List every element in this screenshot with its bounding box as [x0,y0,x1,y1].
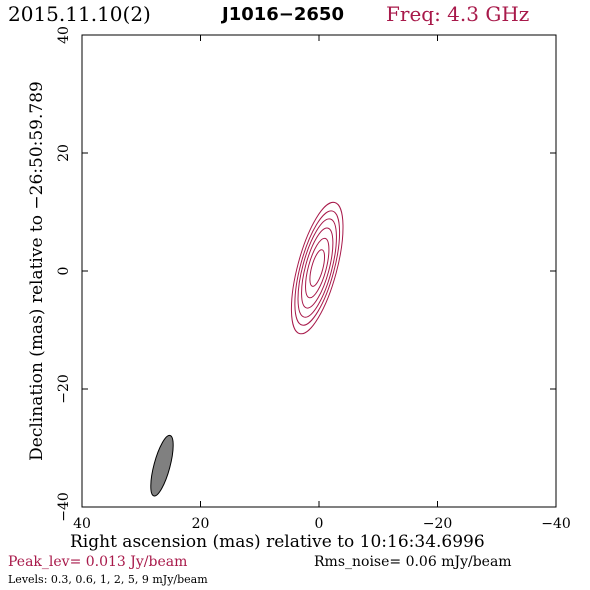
x-tick-label-4: −40 [541,516,571,532]
x-axis-label: Right ascension (mas) relative to 10:16:… [70,532,485,552]
contour-level-3 [301,227,334,309]
frequency-label: Freq: 4.3 GHz [386,2,530,26]
contour-level-1 [294,210,341,326]
contour-level-5 [309,249,326,287]
peak-level: Peak_lev= 0.013 Jy/beam [8,554,188,570]
axis-ticks [81,34,557,508]
x-tick-label-1: 20 [192,516,210,532]
x-tick-label-2: 0 [315,516,324,532]
plot-frame [81,34,557,508]
contour-level-0 [290,201,344,335]
observation-date: 2015.11.10(2) [8,2,151,26]
source-contours [290,201,344,335]
source-name: J1016−2650 [222,4,344,25]
beam-ellipse-group [150,434,174,497]
beam-ellipse [150,434,174,497]
y-tick-label-3: 20 [56,144,72,162]
y-axis-label: Declination (mas) relative to −26:50:59.… [27,81,47,461]
y-tick-label-0: −40 [56,492,72,522]
x-tick-label-3: −20 [423,516,453,532]
y-tick-label-1: −20 [56,374,72,404]
x-tick-label-0: 40 [73,516,91,532]
x-tick-labels: 40 20 0 −20 −40 [73,516,571,532]
rms-noise: Rms_noise= 0.06 mJy/beam [314,554,512,570]
y-tick-label-2: 0 [56,267,72,276]
contour-level-4 [305,237,330,299]
y-tick-label-4: 40 [56,26,72,44]
contour-levels: Levels: 0.3, 0.6, 1, 2, 5, 9 mJy/beam [8,573,208,586]
y-tick-labels: −40 −20 0 20 40 [56,26,72,522]
contour-level-2 [297,218,337,318]
